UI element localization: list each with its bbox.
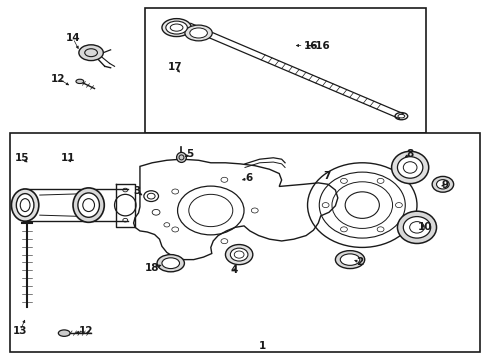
Ellipse shape bbox=[397, 211, 437, 243]
Text: 12: 12 bbox=[51, 73, 66, 84]
Ellipse shape bbox=[176, 152, 186, 162]
Text: 9: 9 bbox=[442, 180, 449, 190]
Text: 4: 4 bbox=[231, 265, 238, 275]
Text: 2: 2 bbox=[356, 257, 364, 267]
Ellipse shape bbox=[157, 255, 184, 272]
Ellipse shape bbox=[16, 194, 34, 217]
Text: 18: 18 bbox=[145, 263, 159, 273]
Ellipse shape bbox=[185, 25, 212, 41]
Text: 7: 7 bbox=[323, 171, 331, 181]
Text: 16: 16 bbox=[304, 41, 318, 50]
Ellipse shape bbox=[403, 217, 431, 238]
Ellipse shape bbox=[162, 19, 191, 37]
Ellipse shape bbox=[11, 189, 39, 221]
Text: 15: 15 bbox=[14, 153, 29, 163]
Text: 12: 12 bbox=[79, 325, 94, 336]
Text: —16: —16 bbox=[306, 41, 330, 50]
Ellipse shape bbox=[392, 151, 429, 184]
Text: 10: 10 bbox=[417, 222, 432, 232]
Ellipse shape bbox=[190, 28, 207, 38]
Ellipse shape bbox=[78, 193, 99, 217]
Text: 11: 11 bbox=[61, 153, 75, 163]
Text: 6: 6 bbox=[245, 173, 252, 183]
Text: 8: 8 bbox=[407, 149, 414, 159]
Text: 5: 5 bbox=[187, 149, 194, 159]
Ellipse shape bbox=[166, 21, 187, 34]
Ellipse shape bbox=[58, 330, 70, 336]
Text: 17: 17 bbox=[168, 62, 183, 72]
Ellipse shape bbox=[432, 176, 454, 192]
Ellipse shape bbox=[340, 254, 360, 265]
Text: 3: 3 bbox=[133, 186, 140, 197]
Text: 1: 1 bbox=[259, 341, 266, 351]
Ellipse shape bbox=[76, 79, 84, 84]
Ellipse shape bbox=[437, 180, 449, 189]
Ellipse shape bbox=[335, 251, 365, 269]
Bar bbox=[145, 8, 426, 134]
Ellipse shape bbox=[397, 157, 423, 178]
Text: 14: 14 bbox=[66, 33, 80, 43]
Ellipse shape bbox=[225, 244, 253, 265]
Ellipse shape bbox=[162, 258, 179, 269]
Ellipse shape bbox=[79, 45, 103, 60]
Ellipse shape bbox=[73, 188, 104, 222]
Ellipse shape bbox=[230, 248, 248, 261]
Text: 13: 13 bbox=[13, 325, 27, 336]
Bar bbox=[10, 134, 480, 352]
